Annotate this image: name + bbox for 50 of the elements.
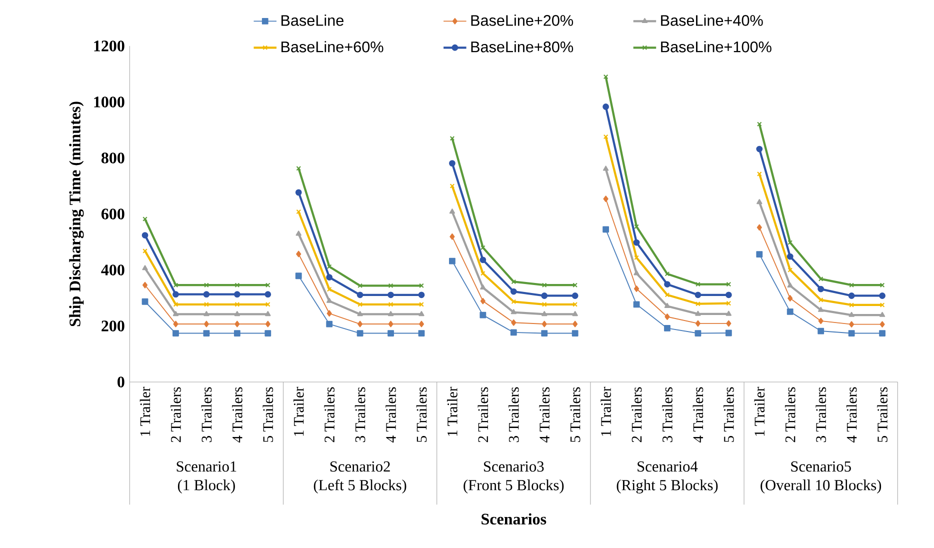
y-tick-label: 1000: [94, 96, 124, 108]
legend-label: BaseLine+40%: [661, 14, 763, 26]
x-tick-label: 2 Trailers: [478, 387, 488, 442]
x-tick-label: 2 Trailers: [784, 387, 796, 442]
legend-label: BaseLine+80%: [471, 41, 574, 52]
x-tick-label: 1 Trailer: [447, 386, 458, 436]
x-tick-label: 3 Trailers: [354, 387, 366, 442]
y-tick-label: 1200: [94, 40, 124, 52]
x-tick-label: 1 Trailer: [754, 386, 765, 436]
x-axis-title: Scenarios: [482, 513, 546, 525]
text: Scenario5: [791, 461, 851, 472]
x-tick-label: 3 Trailers: [816, 387, 826, 442]
text: (Overall 10 Blocks): [760, 480, 882, 494]
y-tick-label: 800: [101, 152, 124, 164]
legend-label: BaseLine: [281, 14, 344, 26]
legend-label: BaseLine+20%: [471, 14, 574, 26]
x-tick-label: 2 Trailers: [170, 387, 181, 442]
text: Scenario3: [484, 461, 544, 472]
y-axis-title: Ship Discharging Time (minutes): [69, 102, 84, 326]
y-tick-label: 600: [101, 208, 124, 220]
x-tick-label: 3 Trailers: [508, 387, 519, 442]
x-tick-label: 4 Trailers: [692, 387, 704, 442]
y-tick-label: 400: [101, 264, 124, 276]
legend-label: BaseLine+60%: [281, 41, 384, 52]
text: (Right 5 Blocks): [616, 480, 718, 494]
x-tick-label: 5 Trailers: [877, 387, 888, 442]
x-tick-label: 2 Trailers: [631, 387, 642, 442]
x-tick-label: 4 Trailers: [232, 387, 242, 442]
x-tick-label: 5 Trailers: [262, 387, 274, 442]
y-tick-label: 200: [102, 320, 124, 332]
text: (Front 5 Blocks): [464, 480, 564, 494]
x-tick-label: 1 Trailer: [600, 386, 611, 436]
text: (Left 5 Blocks): [314, 479, 406, 494]
x-tick-label: 4 Trailers: [386, 387, 396, 442]
text: Scenario2: [330, 461, 390, 472]
x-tick-label: 1 Trailer: [140, 386, 150, 436]
x-tick-label: 1 Trailer: [293, 386, 304, 436]
text: (1 Block): [178, 480, 235, 494]
text: Scenario4: [638, 461, 698, 472]
x-tick-label: 4 Trailers: [539, 387, 550, 442]
x-tick-label: 2 Trailers: [324, 387, 334, 442]
y-tick-label: 0: [118, 376, 124, 388]
x-tick-label: 5 Trailers: [416, 387, 427, 442]
x-tick-label: 3 Trailers: [662, 387, 672, 442]
x-tick-label: 4 Trailers: [846, 387, 857, 442]
legend-label: BaseLine+100%: [661, 41, 772, 52]
text: Scenario1: [176, 461, 236, 472]
x-tick-label: 5 Trailers: [570, 387, 580, 442]
x-tick-label: 3 Trailers: [201, 387, 212, 442]
x-tick-label: 5 Trailers: [724, 387, 734, 442]
